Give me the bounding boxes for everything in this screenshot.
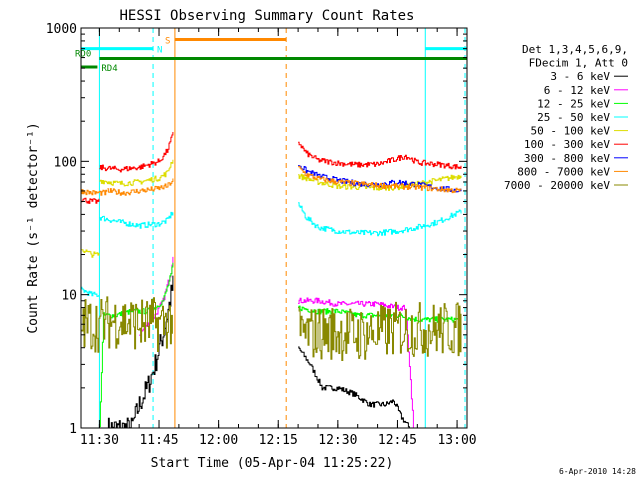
y-axis-label: Count Rate (s⁻¹ detector⁻¹) — [26, 122, 41, 333]
legend-entry-label: 25 - 50 keV — [537, 111, 610, 124]
x-tick-label: 12:45 — [378, 433, 417, 448]
series-6-12-kev-line — [298, 297, 414, 428]
x-axis-label: Start Time (05-Apr-04 11:25:22) — [151, 456, 394, 471]
series-7000-20000-kev-line — [298, 301, 462, 361]
series-25-50-kev-line — [298, 202, 462, 237]
x-tick-label: 12:00 — [199, 433, 238, 448]
y-tick-label: 100 — [54, 155, 77, 170]
flag-n-label: N — [157, 46, 162, 56]
series-100-300-kev-line — [99, 132, 174, 173]
legend-entry-label: 6 - 12 keV — [544, 84, 611, 97]
x-tick-label: 12:15 — [259, 433, 298, 448]
series-25-50-kev-line — [81, 286, 100, 297]
series-100-300-kev-line — [298, 141, 462, 170]
legend-entry-label: 50 - 100 keV — [531, 125, 611, 138]
legend-entry-label: 800 - 7000 keV — [517, 165, 610, 178]
legend-entry-label: 12 - 25 keV — [537, 97, 610, 110]
y-tick-label: 1 — [69, 422, 77, 437]
flag-rd0-label: RD0 — [75, 50, 91, 60]
x-tick-label: 11:30 — [80, 433, 119, 448]
chart-title: HESSI Observing Summary Count Rates — [119, 8, 414, 24]
legend-entry-label: 100 - 300 keV — [524, 138, 610, 151]
legend-header-line: FDecim 1, Att 0 — [529, 57, 628, 70]
series-50-100-kev-line — [81, 249, 100, 258]
date-stamp: 6-Apr-2010 14:28 — [559, 467, 636, 476]
x-tick-label: 13:00 — [437, 433, 476, 448]
series-12-25-kev-line — [99, 262, 174, 428]
flag-rd4-label: RD4 — [101, 64, 117, 74]
x-tick-label: 11:45 — [139, 433, 178, 448]
legend-header-line: Det 1,3,4,5,6,9, — [522, 43, 628, 56]
legend: Det 1,3,4,5,6,9,FDecim 1, Att 03 - 6 keV… — [504, 43, 628, 192]
legend-entry-label: 300 - 800 keV — [524, 152, 610, 165]
series-7000-20000-kev-line — [81, 296, 173, 353]
series-25-50-kev-line — [99, 211, 174, 229]
legend-entry-label: 3 - 6 keV — [550, 70, 610, 83]
flag-s-label: S — [165, 36, 170, 46]
x-tick-label: 12:30 — [318, 433, 357, 448]
series-800-7000-kev-line — [298, 165, 462, 194]
y-tick-label: 1000 — [46, 22, 77, 37]
series-100-300-kev-line — [81, 197, 100, 204]
series-800-7000-kev-line — [107, 178, 174, 196]
flag-layer: NS RD0 RD4 — [75, 28, 467, 428]
axis-layer: 1 10 100 1000 11:30 11:45 12:00 12:15 12:30 12:45… — [46, 22, 477, 448]
series-50-100-kev-line — [99, 159, 174, 187]
plot-frame — [80, 27, 468, 429]
series-3-6-kev-line — [298, 346, 410, 428]
y-tick-label: 10 — [61, 289, 77, 304]
legend-entry-label: 7000 - 20000 keV — [504, 179, 610, 192]
series-800-7000-kev-line — [81, 189, 108, 196]
